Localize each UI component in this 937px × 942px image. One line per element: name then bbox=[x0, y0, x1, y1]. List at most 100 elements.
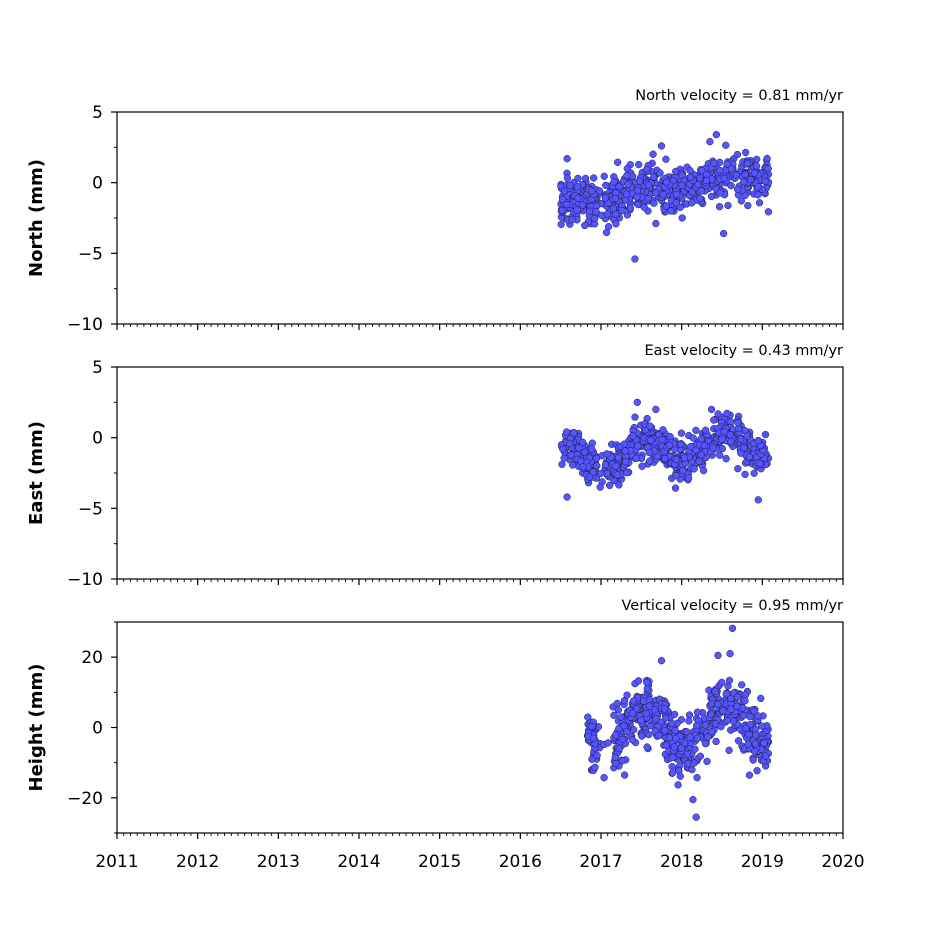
data-point bbox=[738, 681, 746, 689]
data-point bbox=[701, 426, 710, 434]
data-point bbox=[722, 141, 730, 149]
data-point bbox=[633, 186, 642, 194]
data-point bbox=[666, 432, 674, 441]
data-point bbox=[638, 462, 646, 470]
data-point bbox=[652, 405, 660, 414]
data-point bbox=[708, 728, 716, 736]
data-point bbox=[711, 687, 719, 695]
data-point bbox=[671, 726, 679, 735]
data-point bbox=[633, 705, 641, 713]
data-point bbox=[689, 434, 697, 442]
data-point bbox=[644, 181, 653, 189]
data-point bbox=[560, 187, 569, 196]
data-point bbox=[563, 174, 572, 182]
x-tick-label: 2011 bbox=[95, 852, 138, 872]
data-point bbox=[601, 461, 610, 469]
data-point bbox=[710, 159, 718, 167]
data-point bbox=[603, 210, 611, 218]
data-point bbox=[592, 208, 600, 216]
data-point bbox=[631, 413, 639, 421]
data-point bbox=[645, 702, 654, 710]
data-point bbox=[613, 471, 621, 479]
data-point bbox=[652, 189, 660, 197]
data-point bbox=[661, 454, 669, 463]
data-point bbox=[723, 716, 732, 725]
data-point bbox=[615, 744, 624, 753]
y-tick-label: 5 bbox=[92, 358, 103, 378]
data-point bbox=[712, 737, 720, 746]
x-tick-label: 2020 bbox=[821, 852, 864, 872]
data-point bbox=[745, 730, 753, 739]
x-tick-label: 2013 bbox=[257, 852, 300, 872]
data-point bbox=[686, 733, 694, 741]
data-point bbox=[726, 650, 734, 658]
data-point bbox=[722, 455, 730, 463]
data-point bbox=[754, 712, 762, 720]
data-point bbox=[652, 219, 660, 228]
data-point bbox=[756, 459, 764, 468]
data-point bbox=[711, 720, 720, 728]
data-point bbox=[630, 726, 638, 734]
data-point bbox=[716, 451, 724, 459]
y-tick-label: 0 bbox=[92, 174, 103, 194]
data-point bbox=[645, 730, 653, 739]
data-point bbox=[557, 220, 565, 229]
data-point bbox=[612, 731, 620, 739]
data-point bbox=[725, 676, 734, 685]
data-point bbox=[678, 214, 686, 222]
data-point bbox=[589, 734, 598, 742]
data-point bbox=[588, 722, 596, 731]
y-axis-label: North (mm) bbox=[26, 159, 47, 277]
data-point bbox=[676, 772, 684, 780]
data-point bbox=[706, 138, 714, 146]
data-point bbox=[752, 162, 761, 170]
data-point bbox=[709, 444, 717, 452]
data-point bbox=[727, 437, 735, 446]
data-point bbox=[747, 175, 755, 184]
data-point bbox=[740, 178, 748, 186]
data-point bbox=[744, 201, 752, 210]
y-tick-label: 5 bbox=[92, 103, 103, 123]
data-point bbox=[669, 753, 677, 761]
data-point bbox=[733, 185, 742, 193]
data-point bbox=[658, 436, 666, 444]
data-point bbox=[695, 457, 703, 465]
data-point bbox=[749, 756, 757, 764]
data-point bbox=[596, 483, 604, 491]
axes-frame bbox=[116, 111, 844, 325]
data-point bbox=[726, 417, 735, 426]
data-point bbox=[614, 453, 623, 462]
scatter-series bbox=[557, 398, 773, 504]
data-point bbox=[668, 719, 676, 728]
data-point bbox=[662, 714, 670, 722]
data-point bbox=[622, 458, 630, 466]
data-point bbox=[686, 166, 694, 175]
data-point bbox=[635, 160, 643, 169]
data-point bbox=[723, 409, 731, 418]
y-tick-label: −10 bbox=[67, 315, 103, 335]
data-point bbox=[588, 439, 596, 447]
data-point bbox=[638, 732, 646, 740]
data-point bbox=[629, 697, 638, 705]
data-point bbox=[563, 200, 571, 209]
data-point bbox=[671, 484, 680, 492]
data-point bbox=[693, 708, 702, 716]
data-point bbox=[762, 752, 770, 760]
data-point bbox=[615, 481, 623, 489]
data-point bbox=[639, 697, 648, 705]
panel-title: Vertical velocity = 0.95 mm/yr bbox=[622, 598, 844, 614]
data-point bbox=[733, 702, 741, 710]
data-point bbox=[665, 441, 673, 449]
x-tick-label: 2014 bbox=[337, 852, 380, 872]
data-point bbox=[723, 160, 731, 168]
data-point bbox=[620, 771, 629, 779]
data-point bbox=[668, 769, 677, 777]
data-point bbox=[595, 187, 604, 195]
data-point bbox=[728, 624, 737, 632]
data-point bbox=[672, 199, 680, 207]
data-point bbox=[733, 693, 742, 701]
data-point bbox=[673, 190, 681, 199]
data-point bbox=[757, 694, 765, 703]
data-point bbox=[574, 174, 582, 183]
